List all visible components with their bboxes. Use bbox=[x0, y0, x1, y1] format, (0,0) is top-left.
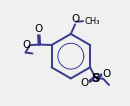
Text: O: O bbox=[35, 24, 43, 34]
Text: S: S bbox=[91, 72, 99, 85]
Text: O: O bbox=[80, 78, 89, 88]
Text: O: O bbox=[23, 40, 31, 50]
Text: O: O bbox=[72, 14, 80, 24]
Text: CH₃: CH₃ bbox=[85, 17, 100, 26]
Text: O: O bbox=[103, 69, 111, 79]
